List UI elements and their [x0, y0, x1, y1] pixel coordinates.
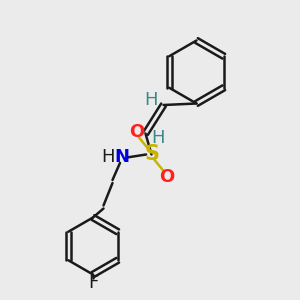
Text: S: S: [144, 145, 159, 164]
Text: H: H: [101, 148, 115, 166]
Text: H: H: [144, 91, 158, 109]
Text: N: N: [114, 148, 129, 166]
Text: O: O: [159, 168, 174, 186]
Text: H: H: [152, 129, 165, 147]
Text: F: F: [88, 274, 98, 292]
Text: O: O: [129, 123, 144, 141]
